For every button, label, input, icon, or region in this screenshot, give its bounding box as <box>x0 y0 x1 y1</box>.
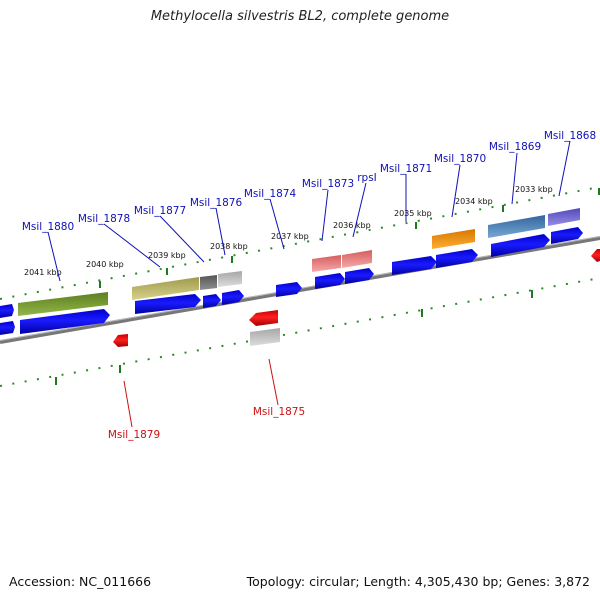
tick-label-2037: 2037 kbp <box>271 232 309 241</box>
gene-arrow-msil-1878 <box>135 294 201 314</box>
major-ticks <box>55 188 600 385</box>
connector-msil-1874 <box>269 198 285 250</box>
connector-msil-1868 <box>558 140 571 197</box>
gene-label-msil-1875: Msil_1875 <box>253 406 305 418</box>
tick-labels: 2033 kbp 2034 kbp 2035 kbp 2036 kbp 2037… <box>24 185 553 277</box>
lower-ruler-dots <box>0 277 600 387</box>
gene-label-msil-1880: Msil_1880 <box>22 221 74 233</box>
tick-label-2039: 2039 kbp <box>148 251 186 260</box>
gene-arrow-msil-1871 <box>392 256 437 275</box>
gene-arrow-msil-1868 <box>551 227 583 244</box>
tick-label-2034: 2034 kbp <box>455 197 493 206</box>
gene-arrow-msil-1874 <box>276 282 302 297</box>
gene-arrow-msil-1873 <box>315 273 345 289</box>
gene-label-msil-1874: Msil_1874 <box>244 188 297 200</box>
gene-label-msil-1878: Msil_1878 <box>78 213 130 225</box>
gene-label-msil-1877: Msil_1877 <box>134 205 186 217</box>
gene-labels: Msil_1868 Msil_1869 Msil_1870 Msil_1871 … <box>22 130 596 441</box>
gene-label-msil-1879: Msil_1879 <box>108 429 160 441</box>
gene-label-msil-1869: Msil_1869 <box>489 141 541 153</box>
tick-label-2041: 2041 kbp <box>24 268 62 277</box>
tick-label-2036: 2036 kbp <box>333 221 371 230</box>
tick-label-2040: 2040 kbp <box>86 260 124 269</box>
feature-box-pink-1 <box>312 255 341 272</box>
feature-box-pink-2 <box>342 250 372 268</box>
gene-label-msil-1876: Msil_1876 <box>190 197 243 209</box>
tick-label-2038: 2038 kbp <box>210 242 248 251</box>
feature-box-khaki <box>132 277 199 300</box>
feature-box-purple <box>548 208 580 226</box>
connector-rpsi <box>352 182 367 238</box>
connector-msil-1877 <box>159 215 205 263</box>
gene-arrow-rpsi <box>345 268 374 284</box>
reverse-genes <box>113 249 600 347</box>
feature-box-olive <box>18 292 108 316</box>
gene-arrow-msil-1877 <box>203 294 221 308</box>
gene-arrow-msil-1876 <box>222 290 244 305</box>
gene-arrow-forward-edge-2 <box>0 321 15 335</box>
tick-label-2035: 2035 kbp <box>394 209 432 218</box>
forward-genes <box>0 227 583 335</box>
genome-summary-text: Topology: circular; Length: 4,305,430 bp… <box>246 574 590 589</box>
feature-box-darkgray <box>200 275 217 290</box>
gene-label-msil-1873: Msil_1873 <box>302 178 354 190</box>
accession-text: Accession: NC_011666 <box>9 574 152 589</box>
gene-label-msil-1868: Msil_1868 <box>544 130 596 142</box>
gene-arrow-msil-1869 <box>491 234 550 257</box>
connector-msil-1875 <box>268 358 279 406</box>
tick-label-2033: 2033 kbp <box>515 185 553 194</box>
gene-label-msil-1870: Msil_1870 <box>434 153 486 165</box>
connector-msil-1879 <box>123 380 133 428</box>
gene-arrow-msil-1880 <box>20 309 110 334</box>
connector-msil-1869 <box>511 152 518 205</box>
connector-msil-1873 <box>321 189 329 242</box>
feature-boxes <box>18 208 580 346</box>
map-title: Methylocella silvestris BL2, complete ge… <box>150 9 450 24</box>
connector-msil-1880 <box>47 231 61 282</box>
feature-box-steel <box>488 215 545 238</box>
connector-msil-1876 <box>215 207 226 256</box>
gene-arrow-msil-1875 <box>249 310 278 326</box>
gene-arrow-forward-edge-1 <box>0 304 14 318</box>
feature-box-lightgray-lower <box>250 328 280 346</box>
label-connectors <box>47 140 571 428</box>
feature-box-lightgray <box>218 271 242 287</box>
gene-label-rpsi: rpsI <box>357 172 377 184</box>
upper-ruler-dots <box>0 186 600 300</box>
gene-arrow-reverse-edge <box>591 249 600 262</box>
gene-arrow-msil-1879 <box>113 334 128 347</box>
gene-label-msil-1871: Msil_1871 <box>380 163 432 175</box>
gene-arrow-msil-1870 <box>436 249 478 268</box>
connector-msil-1878 <box>103 223 161 268</box>
feature-box-orange <box>432 229 475 249</box>
connector-msil-1870 <box>451 164 461 218</box>
